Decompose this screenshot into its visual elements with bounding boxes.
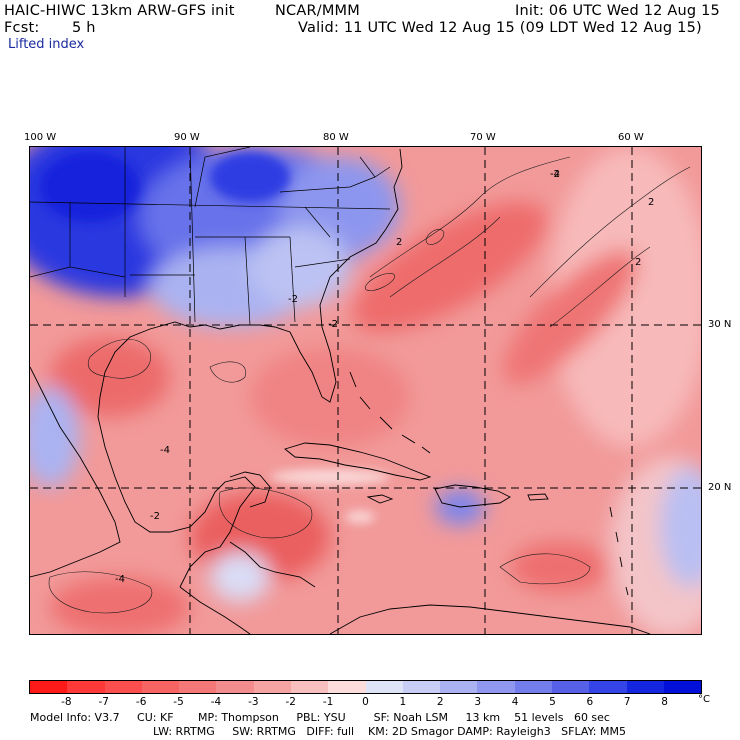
colorbar-level-label: -3: [248, 696, 259, 708]
colorbar-cell: [626, 681, 664, 693]
model-info-line1: Model Info: V3.7 CU: KF MP: Thompson PBL…: [30, 711, 610, 724]
fcst-label: Fcst:: [4, 20, 40, 36]
colorbar-level-label: -6: [135, 696, 147, 708]
lat-label-20n: 20 N: [708, 482, 732, 493]
colorbar-level-label: -1: [322, 696, 334, 708]
colorbar-cell: [551, 681, 590, 693]
model-info-line2: LW: RRTMG SW: RRTMG DIFF: full KM: 2D Sm…: [153, 725, 626, 738]
colorbar-level-label: 0: [362, 696, 369, 708]
init-time: Init: 06 UTC Wed 12 Aug 15: [515, 3, 720, 19]
colorbar-level-label: -5: [173, 696, 184, 708]
contour-label: -2: [328, 319, 338, 330]
state-borders: [30, 147, 391, 326]
lon-label-90w: 90 W: [174, 132, 200, 143]
colorbar-level-label: 7: [623, 696, 631, 708]
colorbar-cell: [589, 681, 627, 693]
contour-label: 2: [396, 237, 402, 248]
contour-label: -2: [288, 294, 298, 305]
colorbar-cell: [179, 681, 217, 693]
lon-label-80w: 80 W: [323, 132, 349, 143]
colorbar-cell: [402, 681, 441, 693]
colorbar: [29, 680, 702, 694]
colorbar-cell: [514, 681, 552, 693]
colorbar-level-label: -8: [61, 696, 72, 708]
colorbar-cell: [253, 681, 291, 693]
colorbar-level-label: 3: [474, 696, 481, 708]
contours: [48, 156, 691, 614]
colorbar-cell: [477, 681, 515, 693]
lifted-index-map: -2 -2 -2 -2 -4 -4 -4 2 2 2: [29, 146, 702, 635]
fcst-value: 5 h: [72, 20, 96, 36]
valid-time: Valid: 11 UTC Wed 12 Aug 15 (09 LDT Wed …: [298, 20, 702, 36]
contour-label: -4: [160, 445, 170, 456]
contour-label: -4: [550, 169, 560, 180]
colorbar-cell: [67, 681, 105, 693]
contour-label: 2: [648, 197, 654, 208]
colorbar-level-label: -7: [98, 696, 110, 708]
lon-label-70w: 70 W: [470, 132, 496, 143]
colorbar-level-label: 4: [511, 696, 519, 708]
colorbar-unit: °C: [698, 694, 710, 705]
colorbar-cell: [663, 681, 702, 693]
colorbar-cell: [216, 681, 254, 693]
contour-label-group: -2 -2 -2 -2 -4 -4 -4 2 2 2: [115, 169, 654, 585]
colorbar-cell: [141, 681, 180, 693]
colorbar-cell: [328, 681, 366, 693]
lat-label-30n: 30 N: [708, 319, 732, 330]
contour-label: 2: [635, 257, 641, 268]
colorbar-level-label: -4: [210, 696, 222, 708]
colorbar-cell: [365, 681, 403, 693]
colorbar-level-label: 8: [661, 696, 668, 708]
fine-shading: [40, 152, 390, 523]
model-title: HAIC-HIWC 13km ARW-GFS init: [4, 3, 235, 19]
colorbar-level-label: 6: [586, 696, 594, 708]
colorbar-cell: [440, 681, 478, 693]
colorbar-level-label: 5: [549, 696, 556, 708]
org-label: NCAR/MMM: [275, 3, 360, 19]
contour-label: -2: [150, 511, 160, 522]
field-name: Lifted index: [8, 37, 85, 52]
colorbar-level-label: 1: [399, 696, 407, 708]
lat-lon-grid: [30, 147, 701, 634]
colorbar-cell: [30, 681, 68, 693]
colorbar-cell: [104, 681, 142, 693]
lon-label-100w: 100 W: [24, 132, 57, 143]
colorbar-level-label: 2: [436, 696, 444, 708]
lon-label-60w: 60 W: [618, 132, 644, 143]
contour-label: -4: [115, 574, 125, 585]
contour-label: -2: [550, 169, 560, 180]
colorbar-level-label: -2: [285, 696, 296, 708]
colorbar-cell: [290, 681, 329, 693]
